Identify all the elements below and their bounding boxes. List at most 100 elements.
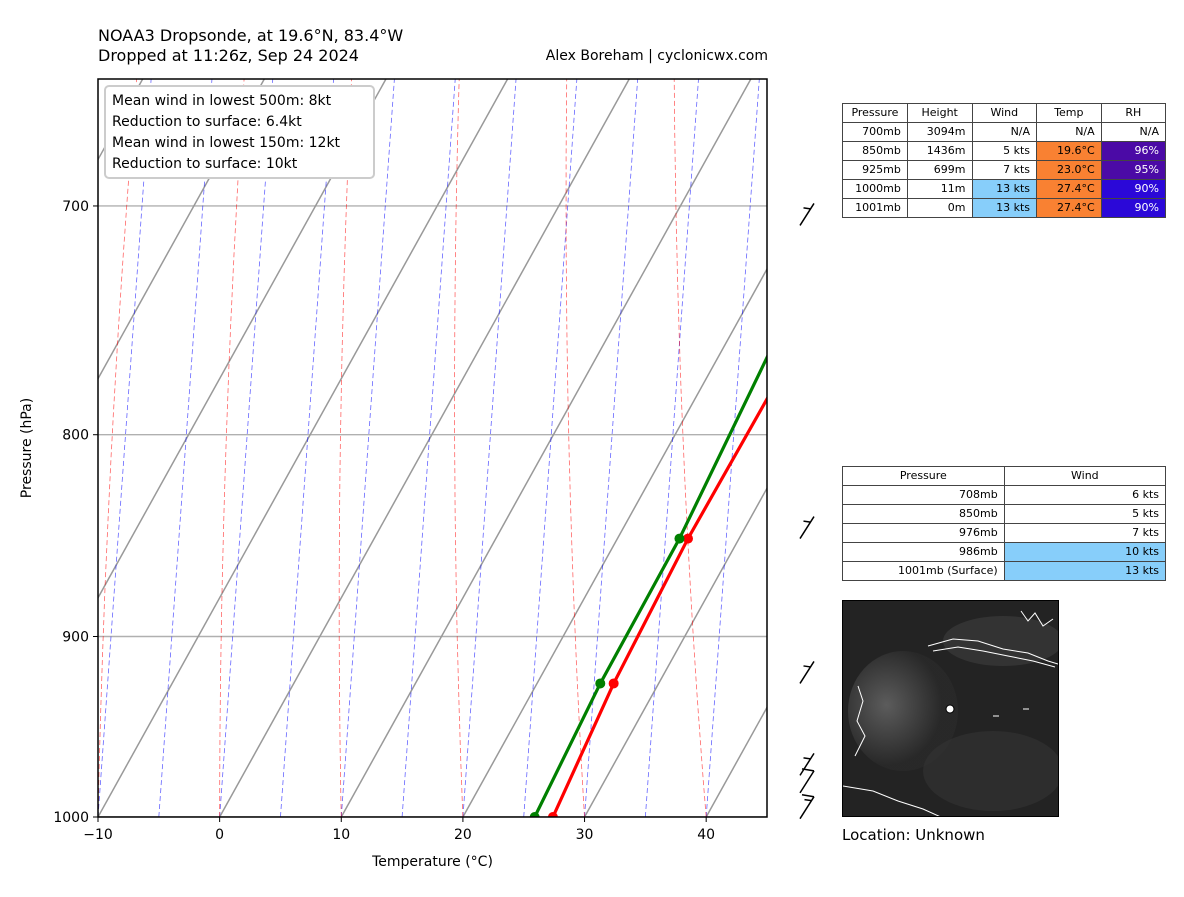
mixing-ratio-line <box>523 79 578 817</box>
y-tick-label: 1000 <box>53 810 89 826</box>
table-row: 925mb 699m 7 kts 23.0°C 95% <box>842 160 1167 180</box>
table-cell: 1001mb <box>842 198 908 218</box>
table-row: 1000mb 11m 13 kts 27.4°C 90% <box>842 179 1167 199</box>
satellite-thumbnail <box>842 600 1059 817</box>
temperature-point <box>682 533 693 544</box>
mixing-ratio-line <box>340 79 395 817</box>
dry-adiabat-line <box>673 79 707 817</box>
mixing-ratio-line <box>462 79 517 817</box>
barb-staff <box>799 796 815 820</box>
table-cell: N/A <box>1100 122 1167 142</box>
drop-location-marker <box>945 704 955 714</box>
table-row: 850mb 1436m 5 kts 19.6°C 96% <box>842 141 1167 161</box>
barb-half-flag <box>803 520 811 523</box>
skew-t-chart: −10 0 10 20 30 40 700 800 900 1000 Temperature (°C… <box>19 78 830 870</box>
mixing-ratio-line <box>766 811 767 817</box>
barb-full-flag <box>801 768 815 772</box>
dewpoint-point <box>529 812 540 817</box>
table-header-cell: Pressure <box>842 103 908 123</box>
table-cell: N/A <box>971 122 1038 142</box>
mixing-ratio-line <box>644 79 699 817</box>
mixing-ratio-line <box>584 79 639 817</box>
table-cell: 1000mb <box>842 179 908 199</box>
table-cell: 96% <box>1100 141 1167 161</box>
y-axis-label: Pressure (hPa) <box>19 398 35 498</box>
info-box-line: Reduction to surface: 6.4kt <box>112 114 302 130</box>
wind-barb <box>799 203 815 226</box>
barb-staff <box>799 770 815 794</box>
table-cell: 976mb <box>842 523 1005 543</box>
dewpoint-line <box>533 353 767 817</box>
table-header-cell: Temp <box>1036 103 1102 123</box>
table-cell: 3094m <box>906 122 973 142</box>
barb-half-flag <box>803 207 811 210</box>
x-tick-label: 40 <box>697 827 715 843</box>
table-cell: 850mb <box>842 141 908 161</box>
barb-half-flag <box>804 798 812 802</box>
mixing-ratio-line <box>280 79 334 817</box>
table-cell: 10 kts <box>1003 542 1167 562</box>
temperature-point <box>547 812 558 817</box>
table-cell: 986mb <box>842 542 1005 562</box>
barb-staff <box>799 203 815 226</box>
x-tick-label: −10 <box>83 827 113 843</box>
table-row: 1001mb 0m 13 kts 27.4°C 90% <box>842 198 1167 218</box>
table-cell: 0m <box>906 198 973 218</box>
dry-adiabat-line <box>782 79 828 817</box>
dry-adiabat-line <box>338 79 352 817</box>
plot-area <box>98 79 830 817</box>
table-cell: 13 kts <box>1003 561 1167 581</box>
x-tick-label: 20 <box>454 827 472 843</box>
table-header-cell: Wind <box>1003 466 1167 486</box>
y-tick-label: 900 <box>62 630 89 646</box>
table-cell: 700mb <box>842 122 908 142</box>
mixing-ratio-line <box>705 79 760 817</box>
table-row: 850mb 5 kts <box>842 504 1167 524</box>
table-cell: 5 kts <box>1003 504 1167 524</box>
x-tick-label: 10 <box>332 827 350 843</box>
table-cell: N/A <box>1036 122 1102 142</box>
dry-adiabat-line <box>454 79 464 817</box>
info-box-line: Mean wind in lowest 150m: 12kt <box>112 135 341 151</box>
credit-text: Alex Boreham | cyclonicwx.com <box>545 48 768 64</box>
x-tick-label: 30 <box>576 827 594 843</box>
mixing-ratio-line <box>219 79 274 817</box>
table-cell: 90% <box>1100 179 1167 199</box>
table-cell: 27.4°C <box>1036 198 1102 218</box>
isotherm-line <box>98 79 387 600</box>
table-cell: 1436m <box>906 141 973 161</box>
dry-adiabat-line <box>565 79 585 817</box>
info-box-line: Reduction to surface: 10kt <box>112 156 298 172</box>
dry-adiabat-line <box>219 79 245 817</box>
wind-barb <box>799 661 815 684</box>
table-row: 986mb 10 kts <box>842 542 1167 562</box>
table-row: 1001mb (Surface) 13 kts <box>842 561 1167 581</box>
satellite-map <box>843 601 1058 816</box>
table-row: 700mb 3094m N/A N/A N/A <box>842 122 1167 142</box>
table-cell: 23.0°C <box>1036 160 1102 180</box>
dewpoint-point <box>674 533 685 544</box>
temperature-line <box>551 395 767 817</box>
dry-adiabat-line <box>98 79 137 817</box>
level-table: Pressure Height Wind Temp RH 700mb 3094m N/A N/A… <box>842 103 1167 218</box>
table-header-row: Pressure Wind <box>842 466 1167 486</box>
barb-half-flag <box>803 665 811 668</box>
barb-staff <box>799 661 815 684</box>
isotherm-line <box>98 79 265 381</box>
isotherm-line <box>828 79 830 817</box>
wind-barb <box>799 516 815 539</box>
table-header-cell: RH <box>1100 103 1167 123</box>
table-cell: 13 kts <box>971 179 1038 199</box>
table-cell: 11m <box>906 179 973 199</box>
table-cell: 5 kts <box>971 141 1038 161</box>
barb-half-flag <box>803 757 811 760</box>
table-cell: 19.6°C <box>1036 141 1102 161</box>
wind-barb <box>799 768 815 794</box>
wind-table: Pressure Wind 708mb 6 kts 850mb 5 kts 976mb 7 k… <box>842 466 1167 581</box>
table-header-row: Pressure Height Wind Temp RH <box>842 103 1167 123</box>
table-cell: 6 kts <box>1003 485 1167 505</box>
dewpoint-point <box>595 678 606 689</box>
mixing-ratio-line <box>158 79 213 817</box>
isotherm-line <box>98 79 509 817</box>
isotherm-line <box>583 486 767 817</box>
